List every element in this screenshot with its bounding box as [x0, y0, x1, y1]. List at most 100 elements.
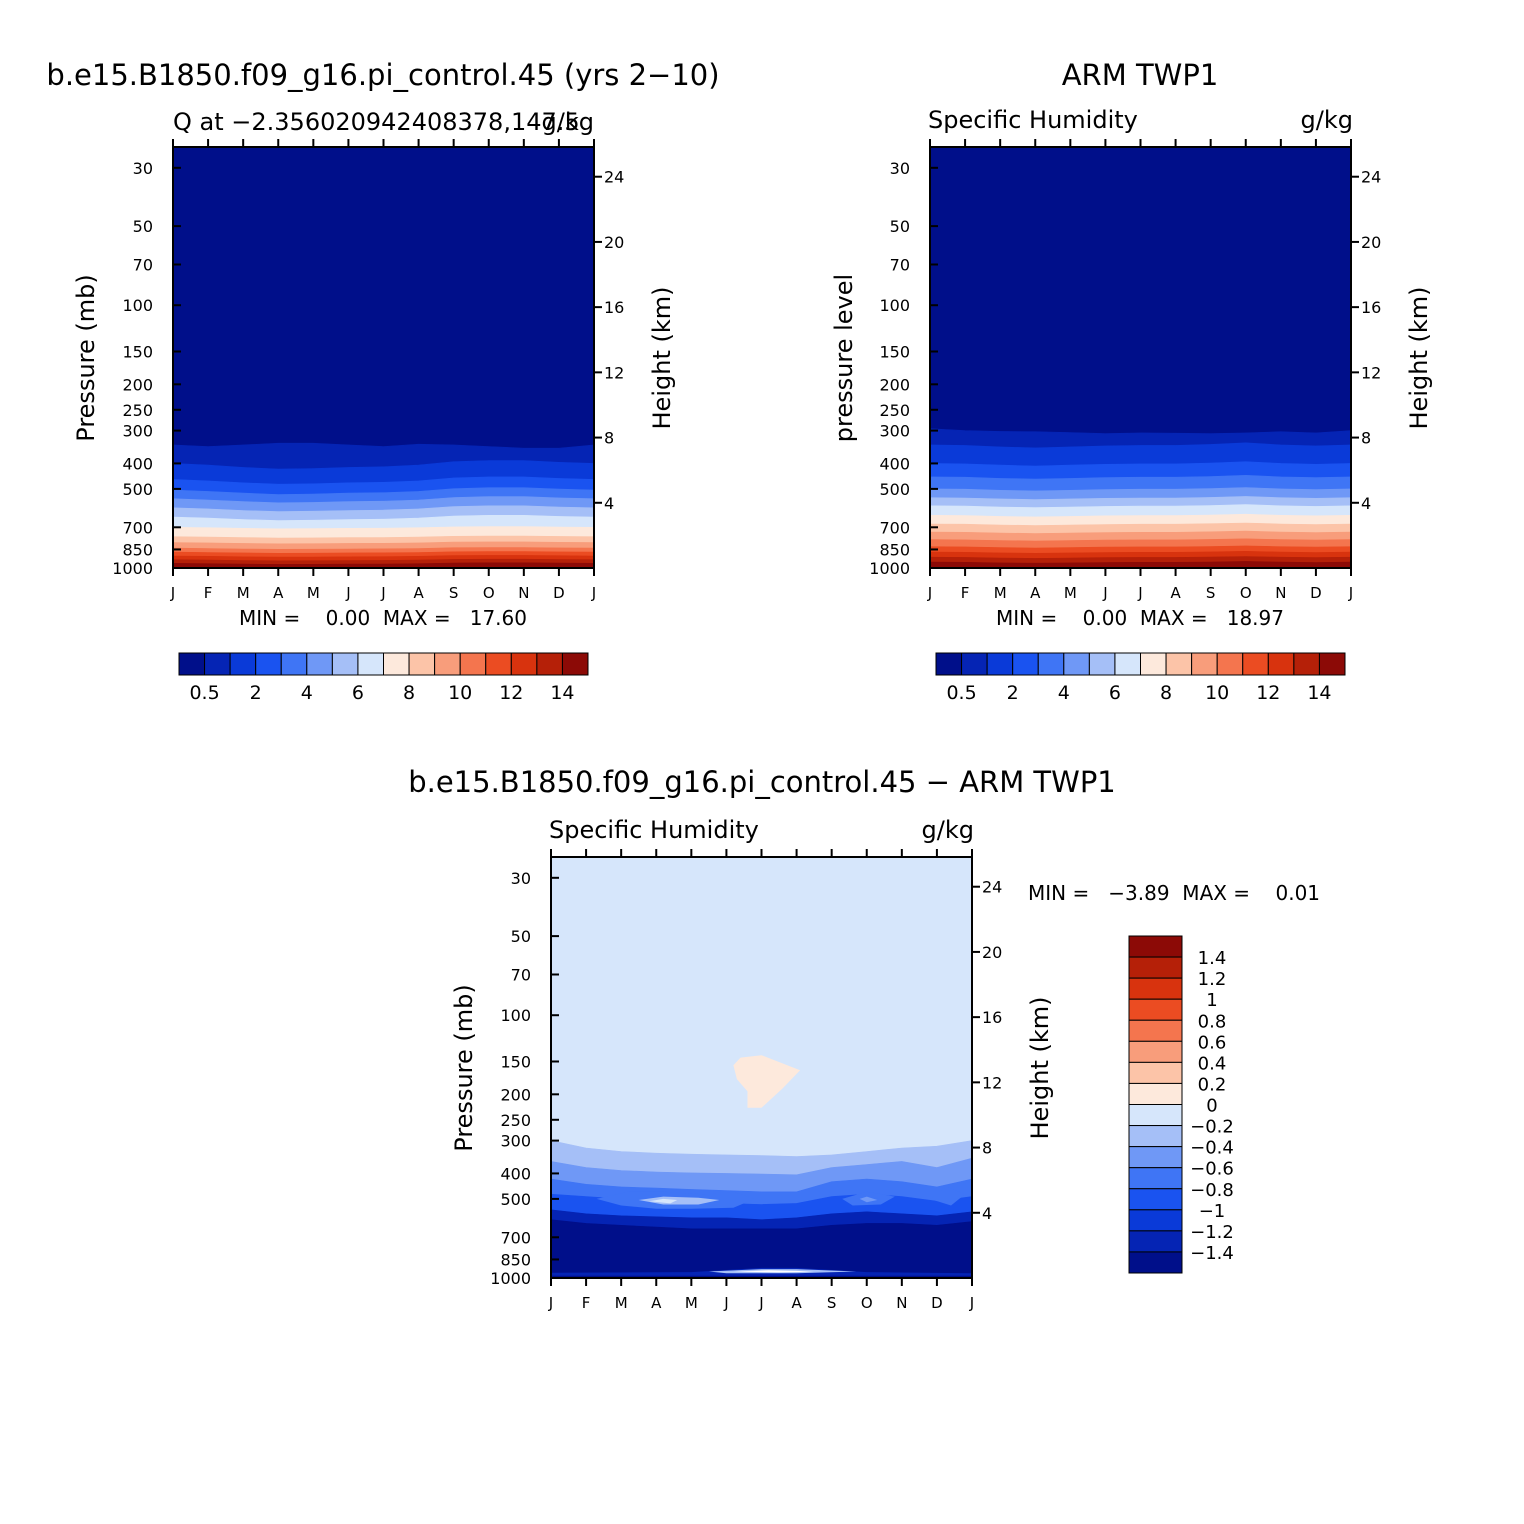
panel-diff-colorbar-box: [1128, 998, 1183, 1021]
panel-obs-colorbar-label: 6: [1109, 682, 1121, 704]
panel-obs-y-tick-label: 150: [879, 342, 910, 361]
panel-difference: b.e15.B1850.f09_g16.pi_control.45 − ARM …: [408, 765, 1320, 1312]
panel-diff-y-right-tick-label: 24: [982, 878, 1002, 897]
panel-obs-colorbar-box: [1191, 652, 1218, 676]
panel-obs-colorbar-label: 8: [1160, 682, 1172, 704]
panel-diff-y-tick-label: 70: [511, 966, 531, 985]
panel-obs-x-tick-label: A: [1030, 584, 1041, 602]
panel-obs-colorbar-box: [1242, 652, 1269, 676]
panel-model-colorbar-label: 10: [448, 682, 472, 704]
panel-diff-y-tick-label: 250: [500, 1111, 531, 1130]
panel-diff-axes: J F M A M J J A S O N D J 30 50 70 100 150 200 250 300 400 500…: [490, 849, 1002, 1312]
panel-obs-y-right-tick-label: 24: [1361, 168, 1381, 187]
panel-obs-y-tick-label: 100: [879, 296, 910, 315]
panel-model-ylabel-right: Height (km): [648, 287, 676, 430]
panel-diff-x-tick-label: M: [615, 1294, 628, 1312]
panel-model-colorbar-box: [331, 652, 359, 676]
panel-model-y-tick-label: 200: [122, 375, 153, 394]
panel-diff-x-tick-label: A: [651, 1294, 662, 1312]
panel-model-colorbar-box: [536, 652, 563, 676]
panel-diff-colorbar-box: [1128, 1125, 1183, 1148]
panel-model-x-tick-label: J: [591, 584, 596, 602]
panel-diff-x-tick-label: M: [685, 1294, 698, 1312]
panel-obs-y-tick-label: 850: [879, 540, 910, 559]
panel-diff-colorbar-label: −1.2: [1190, 1222, 1234, 1243]
panel-diff-colorbar-label: −0.4: [1190, 1138, 1234, 1159]
panel-diff-y-tick-label: 150: [500, 1052, 531, 1071]
panel-diff-blob-positive: [733, 1055, 801, 1108]
panel-obs-y-tick-label: 30: [890, 159, 910, 178]
panel-diff-x-tick-label: J: [548, 1294, 553, 1312]
panel-diff-left-string: Specific Humidity: [549, 816, 759, 844]
panel-diff-blob-lobe: [929, 1186, 965, 1206]
panel-diff-x-tick-label: D: [931, 1294, 943, 1312]
panel-diff-colorbar-label: 0.4: [1198, 1053, 1227, 1074]
panel-obs-y-tick-label: 500: [879, 480, 910, 499]
panel-model-colorbar-label: 2: [250, 682, 262, 704]
panel-diff-y-right-tick-label: 12: [982, 1073, 1002, 1092]
panel-model-field: [173, 147, 594, 568]
panel-obs-x-tick-label: M: [1064, 584, 1077, 602]
panel-obs-colorbar-label: 10: [1205, 682, 1229, 704]
panel-obs-y-tick-label: 250: [879, 401, 910, 420]
panel-diff-ylabel: Pressure (mb): [450, 984, 478, 1151]
panel-model-colorbar-box: [280, 652, 308, 676]
panel-obs-colorbar-box: [1063, 652, 1090, 676]
panel-diff-colorbar-label: −0.8: [1190, 1180, 1234, 1201]
panel-diff-y-right-tick-label: 4: [982, 1204, 992, 1223]
panel-obs-y-tick-label: 200: [879, 375, 910, 394]
panel-model-colorbar-box: [485, 652, 512, 676]
panel-diff-colorbar-label: 0.8: [1198, 1011, 1227, 1032]
panel-obs-y-tick-label: 50: [890, 217, 910, 236]
panel-model-y-tick-label: 30: [133, 159, 153, 178]
panel-diff-colorbar-label: 1: [1206, 990, 1217, 1011]
panel-model-y-right-tick-label: 16: [604, 298, 624, 317]
panel-diff-ylabel-right: Height (km): [1026, 997, 1054, 1140]
panel-diff-colorbar-label: 0: [1206, 1096, 1217, 1117]
panel-obs-x-tick-label: F: [961, 584, 970, 602]
panel-model-y-right-tick-label: 20: [604, 233, 624, 252]
panel-model-y-tick-label: 400: [122, 454, 153, 473]
panel-diff-colorbar-box: [1128, 956, 1183, 979]
panel-obs-ylabel-right: Height (km): [1405, 287, 1433, 430]
panel-model-colorbar-label: 6: [352, 682, 364, 704]
panel-model-main-title: b.e15.B1850.f09_g16.pi_control.45 (yrs 2…: [46, 58, 719, 92]
panel-diff-colorbar: 1.41.210.80.60.40.20−0.2−0.4−0.6−0.8−1−1…: [1128, 935, 1234, 1274]
panel-model-ylabel: Pressure (mb): [72, 274, 100, 441]
panel-obs-y-tick-label: 70: [890, 256, 910, 275]
panel-obs-ylabel: pressure level: [830, 274, 858, 442]
panel-obs-axes: J F M A M J J A S O N D J 30 50 70 100 150 200 250 300 400 500…: [869, 139, 1381, 602]
panel-obs-band-14: [930, 561, 1351, 568]
panel-diff-colorbar-box: [1128, 1188, 1183, 1211]
panel-model-colorbar-label: 14: [550, 682, 574, 704]
panel-obs-colorbar-box: [1037, 652, 1065, 676]
panel-model-colorbar-box: [561, 652, 589, 676]
panel-obs-colorbar: 0.5 2 4 6 8 10 12 14: [935, 652, 1346, 704]
panel-model-colorbar-box: [510, 652, 538, 676]
panel-obs-x-tick-label: D: [1310, 584, 1322, 602]
panel-model-colorbar-box: [459, 652, 487, 676]
panel-obs-colorbar-box: [1293, 652, 1320, 676]
panel-obs-right-string: g/kg: [1301, 106, 1353, 134]
panel-diff-right-string: g/kg: [922, 816, 974, 844]
panel-diff-x-tick-label: A: [791, 1294, 802, 1312]
panel-diff-colorbar-box: [1128, 1167, 1183, 1190]
panel-obs-colorbar-box: [935, 652, 963, 676]
panel-diff-y-tick-label: 100: [500, 1006, 531, 1025]
panel-obs-colorbar-box: [961, 652, 988, 676]
panel-obs-colorbar-box: [1216, 652, 1244, 676]
panel-model-colorbar-box: [408, 652, 436, 676]
panel-obs-colorbar-box: [986, 652, 1014, 676]
panel-obs-x-tick-label: M: [994, 584, 1007, 602]
panel-model-y-right-tick-label: 4: [604, 494, 614, 513]
panel-obs-colorbar-label: 2: [1007, 682, 1019, 704]
panel-diff-y-right-tick-label: 8: [982, 1139, 992, 1158]
panel-diff-colorbar-label: −1: [1199, 1201, 1226, 1222]
panel-obs-x-tick-label: J: [1137, 584, 1142, 602]
panel-diff-x-tick-label: F: [582, 1294, 591, 1312]
panel-obs-x-tick-label: N: [1275, 584, 1286, 602]
panel-diff-colorbar-box: [1128, 1082, 1183, 1105]
panel-model-y-right-tick-label: 12: [604, 363, 624, 382]
panel-diff-y-right-tick-label: 20: [982, 943, 1002, 962]
